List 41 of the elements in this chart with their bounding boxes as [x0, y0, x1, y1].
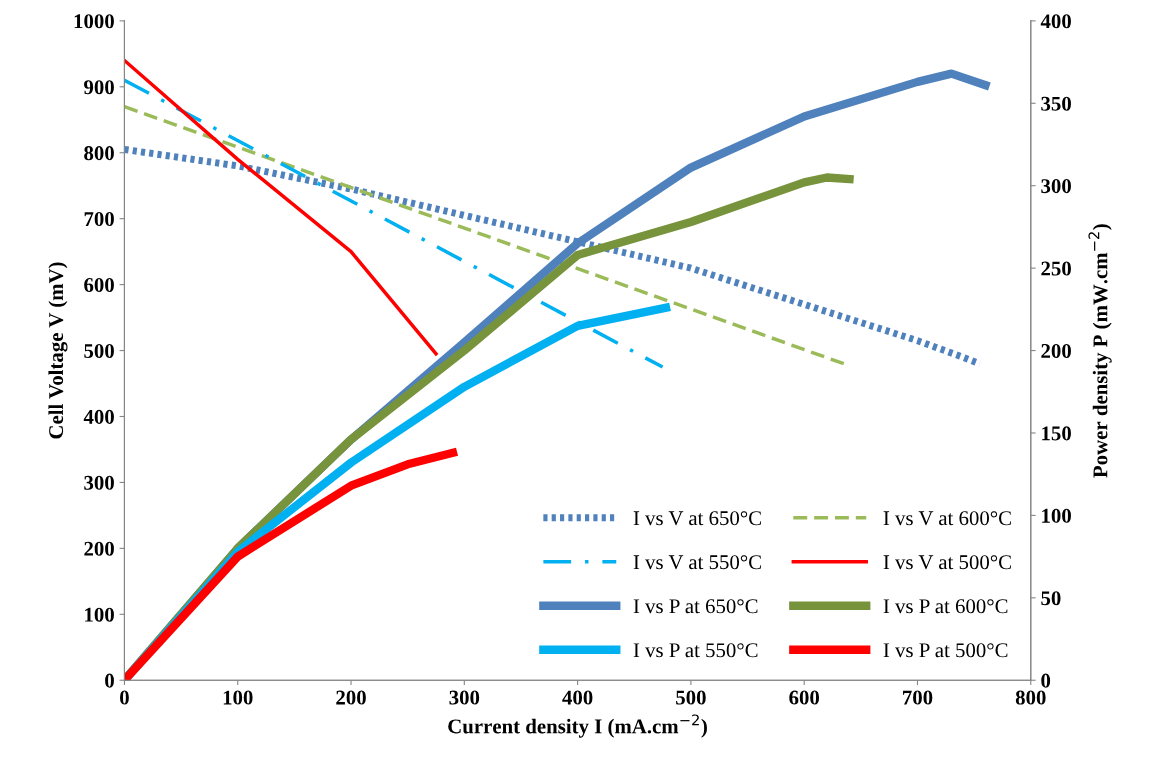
x-tick-label: 600	[789, 690, 820, 705]
y2-tick-label: 100	[1042, 508, 1071, 523]
x-tick-label: 800	[1015, 690, 1046, 705]
y2-tick-label: 150	[1042, 426, 1071, 441]
x-tick-label: 0	[120, 690, 129, 705]
y-tick-label: 100	[85, 607, 114, 622]
y2-tick-label: 50	[1041, 591, 1061, 606]
y2-tick-label: 300	[1041, 179, 1071, 194]
x-tick-label: 300	[449, 690, 480, 705]
y-tick-label: 800	[84, 146, 114, 161]
legend-label: I vs V at 550°C	[633, 555, 761, 570]
y-tick-label: 300	[84, 475, 114, 490]
x-axis-title: Current density I (mA.cm$^{−2}$)	[448, 714, 707, 738]
x-tick-label: 100	[223, 690, 253, 705]
y2-tick-label: 250	[1041, 261, 1071, 276]
legend-label: I vs P at 600°C	[883, 599, 1008, 614]
y-tick-label: 600	[84, 277, 114, 293]
legend-label: I vs P at 550°C	[633, 643, 758, 658]
y-tick-label: 400	[83, 409, 114, 424]
y-tick-label: 0	[105, 673, 114, 688]
line-series	[124, 58, 438, 356]
legend-label: I vs V at 650°C	[633, 511, 761, 526]
legend-label: I vs P at 650°C	[633, 599, 758, 614]
legend-label: I vs V at 600°C	[883, 511, 1011, 526]
x-tick-label: 700	[903, 690, 933, 705]
x-tick-label: 200	[336, 690, 366, 705]
y2-tick-label: 350	[1041, 96, 1071, 111]
legend-label: I vs P at 500°C	[883, 643, 1008, 658]
x-tick-label: 500	[676, 690, 706, 705]
legend-label: I vs V at 500°C	[883, 555, 1011, 570]
y-tick-label: 900	[84, 80, 114, 95]
y-axis-title: Cell Voltage V (mV)	[48, 262, 68, 439]
y2-tick-label: 0	[1041, 673, 1051, 688]
y-tick-label: 1000	[74, 14, 114, 29]
y2-tick-label: 200	[1041, 343, 1071, 358]
y2-axis-title: Power density P (mW.cm$^{−2}$)	[1088, 224, 1112, 478]
y-tick-label: 200	[84, 541, 114, 556]
y-tick-label: 700	[84, 212, 114, 227]
x-tick-label: 400	[562, 690, 593, 705]
y-tick-label: 500	[84, 343, 114, 358]
y2-tick-label: 400	[1040, 14, 1071, 29]
